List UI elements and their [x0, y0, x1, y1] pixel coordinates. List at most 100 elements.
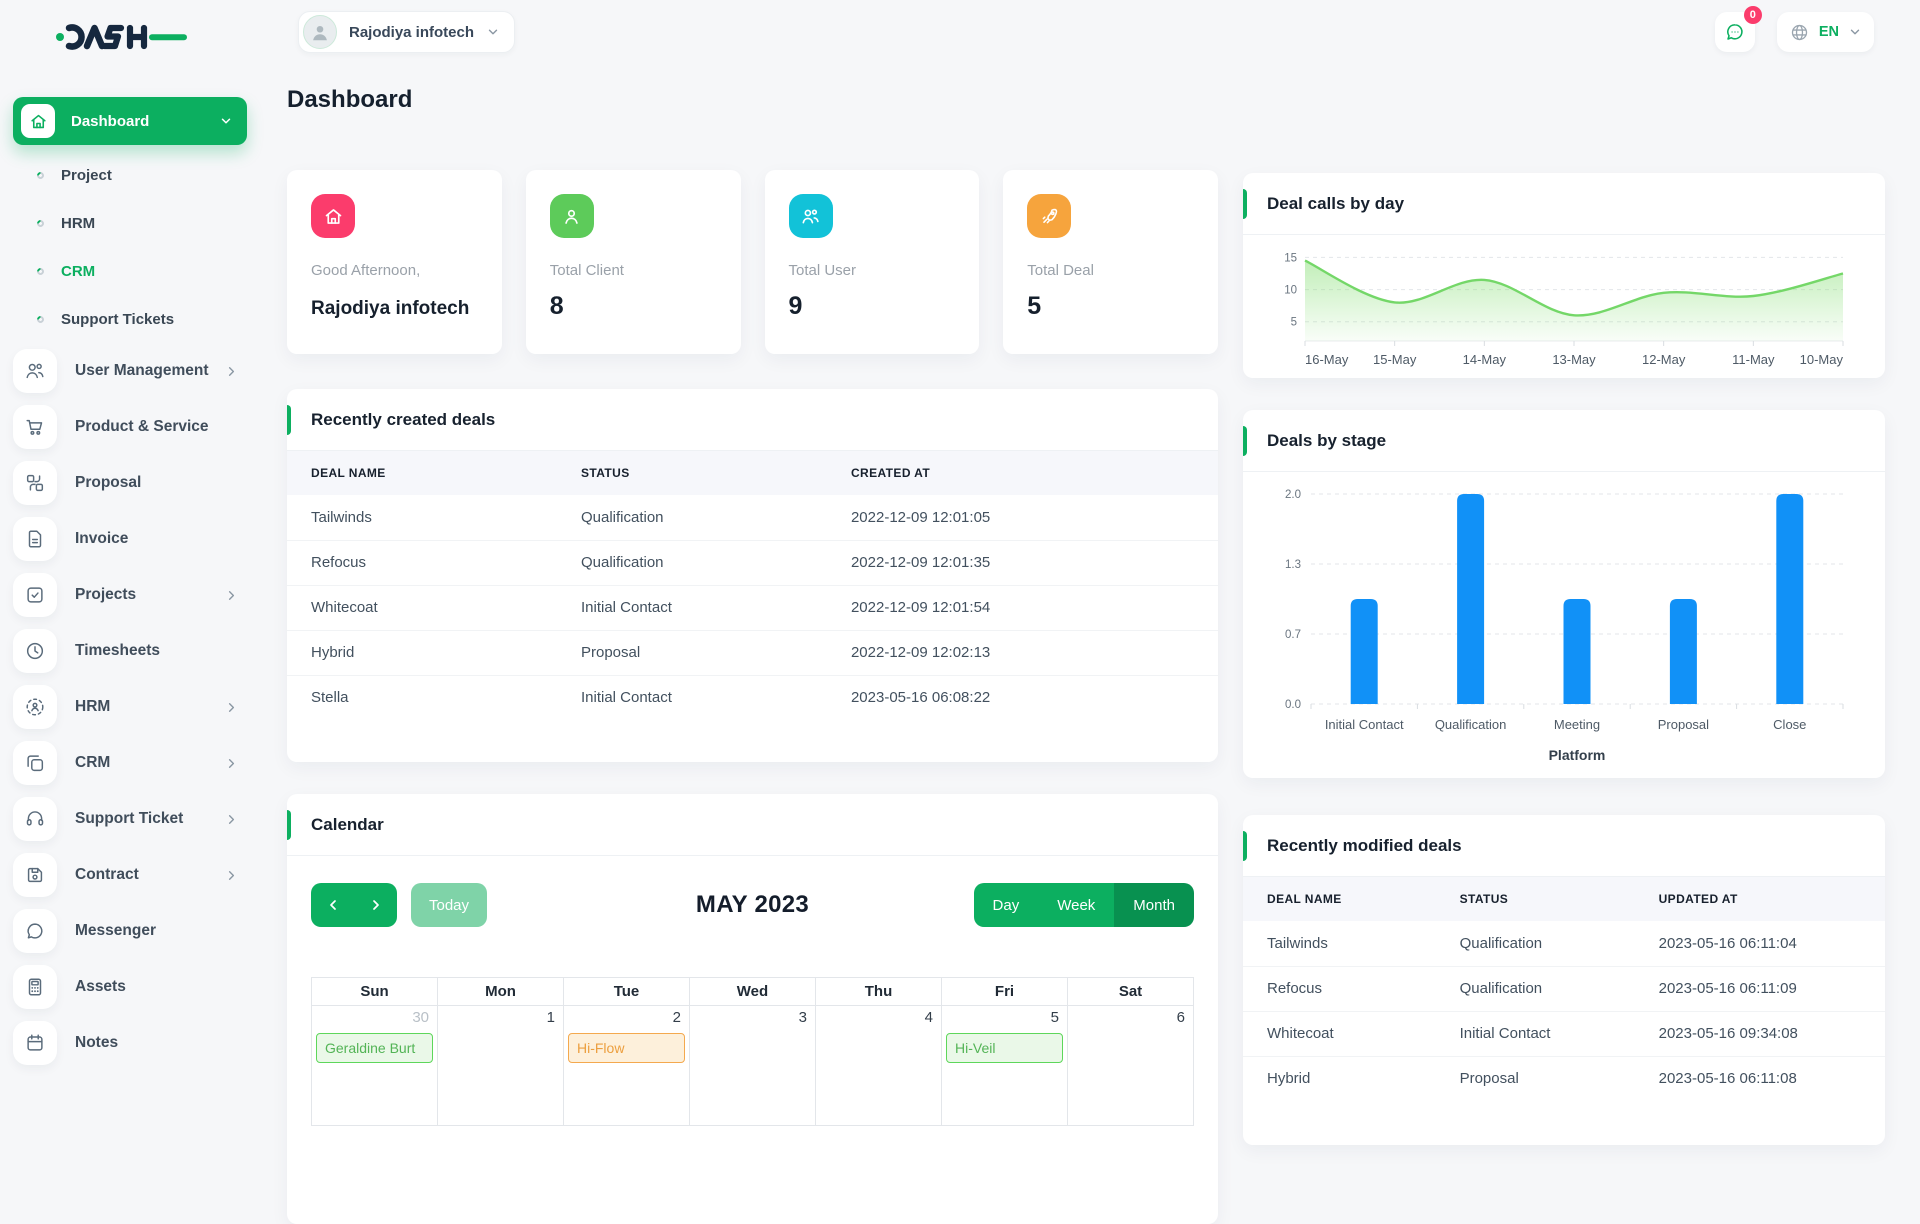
user-icon	[549, 194, 594, 238]
stat-card-total-user: Total User 9	[764, 170, 980, 354]
calendar-weekday-row: Sun Mon Tue Wed Thu Fri Sat	[311, 977, 1194, 1006]
topbar-actions: 0 EN	[1714, 6, 1874, 52]
bullet-ring-icon	[35, 314, 46, 324]
chevron-right-icon	[228, 814, 235, 824]
calendar-view-switcher: Day Week Month	[973, 883, 1194, 927]
calendar-event[interactable]: Hi-Flow	[568, 1033, 685, 1063]
message-bubble-icon	[1726, 24, 1743, 40]
table-row: Tailwinds Qualification 2022-12-09 12:01…	[287, 495, 1218, 541]
accent-bar	[1243, 189, 1247, 219]
sidebar-item-hrm-main[interactable]: HRM	[13, 679, 247, 735]
card-title: Deals by stage	[1243, 410, 1885, 472]
card-title: Recently modified deals	[1243, 815, 1885, 877]
dashboard-app: Dashboard Project HRM CRM Sup	[0, 0, 1885, 1126]
sidebar-item-project[interactable]: Project	[13, 151, 247, 199]
calendar-week-row: 30 Geraldine Burt 1 2 Hi-Flow	[311, 1005, 1194, 1126]
calendar-day-cell[interactable]: 5 Hi-Veil	[941, 1005, 1068, 1126]
bullet-ring-icon	[35, 170, 46, 180]
chevron-right-icon	[372, 900, 379, 910]
svg-text:Qualification: Qualification	[1435, 717, 1507, 732]
sidebar-item-timesheets[interactable]: Timesheets	[13, 623, 247, 679]
calendar-event[interactable]: Geraldine Burt	[316, 1033, 433, 1063]
globe-icon	[1791, 24, 1807, 40]
rocket-icon	[1027, 194, 1072, 238]
accent-bar	[287, 810, 291, 840]
notebook-icon	[13, 1021, 57, 1065]
calendar-day-cell[interactable]: 30 Geraldine Burt	[311, 1005, 438, 1126]
svg-text:5: 5	[1291, 317, 1297, 329]
sidebar-item-notes[interactable]: Notes	[13, 1015, 247, 1071]
bullet-ring-icon	[35, 266, 46, 276]
company-selector[interactable]: Rajodiya infotech	[298, 11, 516, 53]
sidebar-item-support-tickets[interactable]: Support Tickets	[13, 295, 247, 343]
sidebar-item-support-ticket-main[interactable]: Support Ticket	[13, 791, 247, 847]
svg-text:0.0: 0.0	[1285, 699, 1301, 711]
swap-squares-icon	[13, 461, 57, 505]
calendar-day-cell[interactable]: 2 Hi-Flow	[563, 1005, 690, 1126]
sidebar-item-user-management[interactable]: User Management	[13, 343, 247, 399]
messages-button[interactable]: 0	[1714, 6, 1762, 52]
calendar-view-day[interactable]: Day	[973, 883, 1039, 927]
right-column: Deal calls by day 5 10 15 16-May 15-May 14-Ma…	[1243, 60, 1885, 1224]
calendar-day-cell[interactable]: 3	[689, 1005, 816, 1126]
svg-text:2.0: 2.0	[1285, 489, 1301, 501]
calendar-day-cell[interactable]: 4	[815, 1005, 942, 1126]
svg-text:0.7: 0.7	[1285, 629, 1301, 641]
sidebar-item-assets[interactable]: Assets	[13, 959, 247, 1015]
calendar-event[interactable]: Hi-Veil	[946, 1033, 1063, 1063]
sidebar-item-contract[interactable]: Contract	[13, 847, 247, 903]
table-row: Stella Initial Contact 2023-05-16 06:08:…	[311, 689, 991, 707]
sidebar-item-proposal[interactable]: Proposal	[13, 455, 247, 511]
table-row: Tailwinds Qualification 2023-05-16 06:11…	[1243, 921, 1885, 967]
sidebar-item-product-service[interactable]: Product & Service	[13, 399, 247, 455]
table-row: Refocus Qualification 2022-12-09 12:01:3…	[287, 540, 1218, 586]
sidebar-item-dashboard[interactable]: Dashboard	[13, 97, 247, 145]
recently-modified-deals-card: Recently modified deals DEAL NAME STATUS…	[1243, 815, 1885, 1145]
calendar-next-button[interactable]	[354, 883, 397, 927]
chevron-down-icon	[1850, 29, 1860, 35]
language-selector[interactable]: EN	[1776, 12, 1874, 52]
chevron-right-icon	[228, 590, 235, 600]
sidebar-item-crm[interactable]: CRM	[13, 247, 247, 295]
sidebar-nav: Dashboard Project HRM CRM Sup	[13, 97, 247, 1071]
accent-bar	[1243, 426, 1247, 456]
copy-icon	[13, 741, 57, 785]
recently-created-deals-card: Recently created deals DEAL NAME STATUS …	[287, 389, 1218, 762]
calendar-today-button[interactable]: Today	[411, 883, 488, 927]
table-header-row: DEAL NAME STATUS CREATED AT	[287, 451, 1218, 495]
invoice-file-icon	[13, 517, 57, 561]
language-code: EN	[1818, 24, 1839, 40]
stat-cards: Good Afternoon, Rajodiya infotech Total …	[287, 170, 1218, 354]
app-logo[interactable]	[56, 22, 190, 57]
svg-text:15: 15	[1284, 252, 1297, 264]
svg-text:14-May: 14-May	[1463, 352, 1507, 367]
check-square-icon	[13, 573, 57, 617]
sidebar-item-crm-main[interactable]: CRM	[13, 735, 247, 791]
table-row: Hybrid Proposal 2022-12-09 12:02:13	[287, 630, 1218, 676]
sidebar-item-invoice[interactable]: Invoice	[13, 511, 247, 567]
svg-text:16-May: 16-May	[1305, 352, 1349, 367]
company-avatar	[303, 15, 337, 49]
calendar-day-cell[interactable]: 6	[1067, 1005, 1194, 1126]
svg-text:Initial Contact: Initial Contact	[1325, 717, 1404, 732]
calendar-day-cell[interactable]: 1	[437, 1005, 564, 1126]
sidebar-item-messenger[interactable]: Messenger	[13, 903, 247, 959]
chevron-right-icon	[228, 870, 235, 880]
calendar-view-week[interactable]: Week	[1038, 883, 1115, 927]
table-header-row: DEAL NAME STATUS UPDATED AT	[1243, 877, 1885, 921]
chevron-left-icon	[329, 900, 336, 910]
calendar-view-month[interactable]: Month	[1114, 883, 1194, 927]
accent-bar	[1243, 831, 1247, 861]
chevron-down-icon	[488, 29, 498, 35]
table-row: Refocus Qualification 2023-05-16 06:11:0…	[1243, 966, 1885, 1012]
headset-icon	[13, 797, 57, 841]
svg-text:11-May: 11-May	[1732, 352, 1775, 367]
sidebar-item-hrm[interactable]: HRM	[13, 199, 247, 247]
home-icon	[311, 194, 355, 238]
calendar-grid: Sun Mon Tue Wed Thu Fri Sat 30	[311, 977, 1194, 1126]
bar-chart: 0.0 0.7 1.3 2.0 Initial Contact Qualification…	[1285, 489, 1844, 763]
page-title: Dashboard	[287, 86, 413, 113]
sidebar: Dashboard Project HRM CRM Sup	[0, 0, 260, 1080]
calendar-prev-button[interactable]	[311, 883, 354, 927]
sidebar-item-projects[interactable]: Projects	[13, 567, 247, 623]
